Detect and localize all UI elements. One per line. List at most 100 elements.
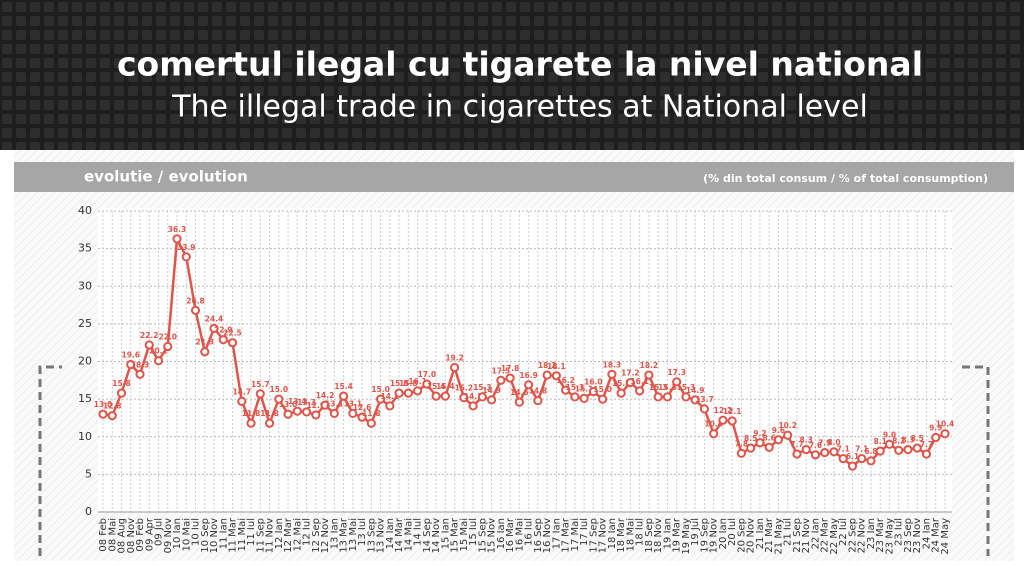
x-tick-label: 12 Iul — [302, 518, 313, 546]
bracket-right — [962, 365, 990, 556]
data-label: 15.8 — [612, 379, 631, 388]
point — [940, 429, 950, 439]
data-label: 17.3 — [667, 368, 686, 377]
x-tick-label: 14 Mai — [403, 518, 414, 551]
x-tick-label: 13 Nov — [376, 518, 387, 554]
x-tick-label: 09 Apr — [144, 517, 155, 551]
point — [588, 387, 598, 397]
data-label: 15.0 — [593, 385, 612, 394]
point — [579, 393, 589, 403]
data-label: 8.5 — [744, 434, 757, 443]
x-tick-label: 14 Sep — [422, 518, 433, 553]
point — [514, 397, 524, 407]
point — [533, 396, 543, 406]
point — [255, 389, 265, 399]
data-label: 15.3 — [566, 383, 585, 392]
data-label: 16.1 — [408, 377, 427, 386]
x-tick-label: 09 Nov — [163, 518, 174, 554]
x-tick-label: 17 Sep — [588, 518, 599, 553]
point — [884, 439, 895, 449]
data-label: 15.8 — [390, 379, 409, 388]
data-label: 13.7 — [695, 395, 714, 404]
x-tick-label: 13 Mai — [348, 518, 359, 551]
point — [792, 449, 802, 459]
x-tick-label: 15 Iul — [468, 518, 479, 546]
x-tick-label: 21 Nov — [801, 518, 812, 554]
x-tick-label: 24 Ian — [921, 518, 932, 549]
x-tick-label: 10 Mai — [181, 518, 192, 551]
data-label: 16.9 — [519, 371, 538, 380]
x-tick-label: 19 May — [681, 518, 692, 555]
data-label: 14.2 — [316, 391, 335, 400]
data-label: 15.0 — [270, 385, 289, 394]
point — [635, 386, 645, 396]
x-tick-label: 16 Iul — [524, 518, 535, 546]
point — [903, 444, 913, 455]
section-label: evolutie / evolution — [84, 168, 248, 186]
point — [801, 444, 811, 455]
data-label: 15.7 — [251, 380, 270, 389]
data-label: 9.6 — [772, 426, 785, 435]
x-tick-label: 08 Feb — [98, 518, 109, 552]
point — [107, 411, 117, 421]
x-tick-label: 17 Mai — [570, 518, 581, 551]
data-label: 15.3 — [658, 383, 677, 392]
point — [375, 394, 386, 404]
point — [135, 369, 145, 379]
point — [598, 394, 608, 404]
title: comertul ilegal cu tigarete la nivel nat… — [117, 45, 923, 84]
x-tick-label: 15 Sep — [477, 518, 488, 553]
x-tick-label: 22 Iul — [838, 518, 849, 546]
point — [487, 395, 497, 405]
header-background — [0, 0, 1024, 150]
x-tick-label: 16 Mai — [514, 518, 525, 551]
data-label: 8.3 — [901, 436, 914, 445]
data-label: 15.8 — [112, 379, 131, 388]
point — [292, 406, 302, 416]
x-tick-label: 20 Sep — [736, 518, 747, 553]
point — [524, 380, 534, 390]
point — [570, 392, 580, 402]
data-label: 14.1 — [464, 392, 483, 401]
data-label: 8.0 — [827, 438, 840, 447]
x-tick-label: 22 Ian — [810, 518, 821, 549]
point — [218, 335, 228, 345]
x-tick-label: 12 Nov — [320, 518, 331, 554]
data-label: 7.6 — [809, 441, 822, 450]
x-tick-label: 16 Mar — [505, 517, 516, 553]
point — [496, 375, 506, 385]
subtitle: The illegal trade in cigarettes at Natio… — [171, 90, 868, 125]
x-tick-label: 16 Ian — [496, 518, 507, 549]
x-tick-label: 13 Iul — [357, 518, 368, 546]
unit-label: (% din total consum / % of total consump… — [703, 172, 988, 185]
point — [320, 400, 330, 410]
data-label: 21.3 — [196, 338, 215, 347]
point — [200, 347, 210, 357]
x-tick-label: 11 Sep — [255, 518, 266, 553]
data-label: 6.1 — [846, 452, 859, 461]
x-tick-label: 21 Ian — [755, 518, 766, 549]
data-label: 15.2 — [455, 384, 474, 393]
point — [264, 418, 275, 428]
data-label: 14.9 — [482, 386, 501, 395]
point — [311, 410, 321, 420]
data-label: 6.8 — [864, 447, 877, 456]
point — [829, 447, 839, 457]
data-label: 15.4 — [436, 382, 455, 391]
x-tick-label: 13 Mar — [339, 517, 350, 553]
point — [422, 379, 432, 389]
data-label: 9.2 — [753, 429, 766, 438]
x-tick-label: 12 Ian — [274, 518, 285, 549]
data-label: 14.7 — [233, 387, 252, 396]
point — [190, 305, 201, 315]
point — [690, 395, 700, 405]
x-tick-label: 10 Ian — [172, 518, 183, 549]
x-tick-label: 13 Ian — [329, 518, 340, 549]
x-tick-label: 14 Ian — [385, 518, 396, 549]
point — [838, 453, 848, 464]
point — [468, 401, 478, 411]
point — [505, 373, 515, 383]
y-tick-label: 10 — [78, 430, 92, 443]
